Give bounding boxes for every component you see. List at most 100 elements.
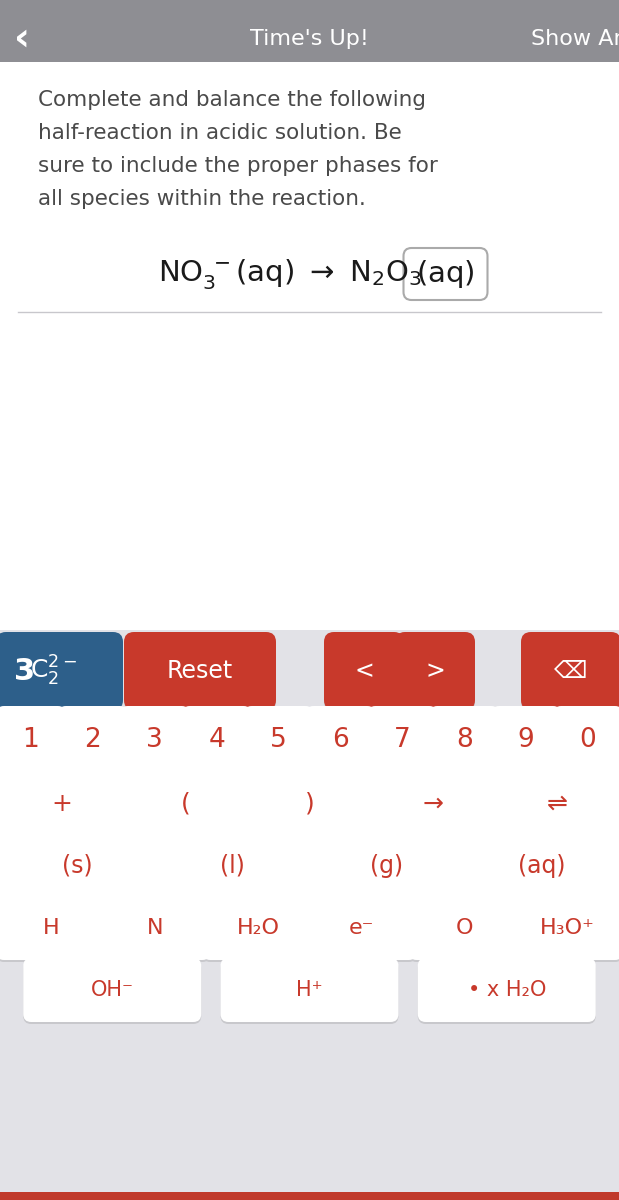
FancyBboxPatch shape xyxy=(418,958,595,1022)
FancyBboxPatch shape xyxy=(430,706,499,774)
FancyBboxPatch shape xyxy=(324,632,404,710)
Text: →: → xyxy=(423,792,444,816)
FancyBboxPatch shape xyxy=(306,898,417,962)
FancyBboxPatch shape xyxy=(182,706,251,774)
Text: 4: 4 xyxy=(208,727,225,754)
Text: $\mathregular{(aq)}$: $\mathregular{(aq)}$ xyxy=(416,258,475,290)
Text: Reset: Reset xyxy=(167,659,233,683)
FancyBboxPatch shape xyxy=(244,706,313,774)
FancyBboxPatch shape xyxy=(306,708,375,776)
FancyBboxPatch shape xyxy=(58,706,128,774)
Text: • x H₂O: • x H₂O xyxy=(467,980,546,1000)
FancyBboxPatch shape xyxy=(0,898,107,962)
FancyBboxPatch shape xyxy=(368,706,437,774)
Text: 3: 3 xyxy=(14,656,35,685)
FancyBboxPatch shape xyxy=(395,634,475,712)
Text: ⇌: ⇌ xyxy=(547,792,568,816)
FancyBboxPatch shape xyxy=(24,958,201,1022)
Text: (s): (s) xyxy=(62,854,93,878)
FancyBboxPatch shape xyxy=(0,836,158,900)
Text: O: O xyxy=(456,918,473,938)
FancyBboxPatch shape xyxy=(368,774,499,838)
FancyBboxPatch shape xyxy=(324,634,404,712)
FancyBboxPatch shape xyxy=(306,896,417,960)
FancyBboxPatch shape xyxy=(0,630,619,1200)
FancyBboxPatch shape xyxy=(120,772,251,836)
FancyBboxPatch shape xyxy=(409,896,520,960)
FancyBboxPatch shape xyxy=(182,708,251,776)
Text: (g): (g) xyxy=(370,854,404,878)
Text: (: ( xyxy=(181,792,191,816)
FancyBboxPatch shape xyxy=(418,960,595,1024)
Text: 5: 5 xyxy=(270,727,287,754)
Text: 7: 7 xyxy=(394,727,411,754)
Text: $\mathregular{C_2^{2-}}$: $\mathregular{C_2^{2-}}$ xyxy=(30,654,77,688)
Text: sure to include the proper phases for: sure to include the proper phases for xyxy=(38,156,438,176)
Text: H⁺: H⁺ xyxy=(296,980,323,1000)
Text: (l): (l) xyxy=(220,854,245,878)
Text: <: < xyxy=(354,659,374,683)
Text: 3: 3 xyxy=(146,727,163,754)
FancyBboxPatch shape xyxy=(512,898,619,962)
Text: 1: 1 xyxy=(22,727,40,754)
Text: ⌫: ⌫ xyxy=(554,659,587,683)
FancyBboxPatch shape xyxy=(220,958,399,1022)
Text: $\mathregular{NO_3^{\ -}(aq)\ \rightarrow\ N_2O_3}$: $\mathregular{NO_3^{\ -}(aq)\ \rightarro… xyxy=(158,257,422,290)
FancyBboxPatch shape xyxy=(0,632,123,710)
FancyBboxPatch shape xyxy=(491,706,561,774)
Text: >: > xyxy=(425,659,445,683)
FancyBboxPatch shape xyxy=(244,774,375,838)
FancyBboxPatch shape xyxy=(99,898,210,962)
Text: 9: 9 xyxy=(517,727,535,754)
FancyBboxPatch shape xyxy=(306,836,468,900)
FancyBboxPatch shape xyxy=(151,834,313,898)
FancyBboxPatch shape xyxy=(151,836,313,900)
FancyBboxPatch shape xyxy=(0,0,619,62)
Text: +: + xyxy=(51,792,72,816)
FancyBboxPatch shape xyxy=(0,706,66,774)
FancyBboxPatch shape xyxy=(120,708,189,776)
Text: 0: 0 xyxy=(579,727,597,754)
FancyBboxPatch shape xyxy=(124,634,276,712)
FancyBboxPatch shape xyxy=(99,896,210,960)
FancyBboxPatch shape xyxy=(461,836,619,900)
FancyBboxPatch shape xyxy=(521,634,619,712)
FancyBboxPatch shape xyxy=(0,62,619,1200)
FancyBboxPatch shape xyxy=(461,834,619,898)
FancyBboxPatch shape xyxy=(120,774,251,838)
FancyBboxPatch shape xyxy=(306,834,468,898)
Text: e⁻: e⁻ xyxy=(348,918,374,938)
FancyBboxPatch shape xyxy=(368,772,499,836)
FancyBboxPatch shape xyxy=(202,898,313,962)
FancyBboxPatch shape xyxy=(58,708,128,776)
FancyBboxPatch shape xyxy=(120,706,189,774)
FancyBboxPatch shape xyxy=(521,632,619,710)
FancyBboxPatch shape xyxy=(512,896,619,960)
FancyBboxPatch shape xyxy=(0,1192,619,1200)
Text: 2: 2 xyxy=(84,727,102,754)
FancyBboxPatch shape xyxy=(430,708,499,776)
FancyBboxPatch shape xyxy=(24,960,201,1024)
Text: half-reaction in acidic solution. Be: half-reaction in acidic solution. Be xyxy=(38,122,402,143)
Text: ‹: ‹ xyxy=(14,20,30,58)
FancyBboxPatch shape xyxy=(491,708,561,776)
FancyBboxPatch shape xyxy=(306,706,375,774)
Text: ): ) xyxy=(305,792,314,816)
FancyBboxPatch shape xyxy=(0,896,107,960)
Text: (aq): (aq) xyxy=(518,854,565,878)
FancyBboxPatch shape xyxy=(553,706,619,774)
Text: Time's Up!: Time's Up! xyxy=(250,29,369,49)
Text: all species within the reaction.: all species within the reaction. xyxy=(38,188,366,209)
FancyBboxPatch shape xyxy=(0,772,128,836)
FancyBboxPatch shape xyxy=(409,898,520,962)
FancyBboxPatch shape xyxy=(553,708,619,776)
Text: Show Answe: Show Answe xyxy=(531,29,619,49)
FancyBboxPatch shape xyxy=(0,634,123,712)
FancyBboxPatch shape xyxy=(0,774,128,838)
Text: 6: 6 xyxy=(332,727,349,754)
Text: H₂O: H₂O xyxy=(236,918,279,938)
Text: H₃O⁺: H₃O⁺ xyxy=(540,918,595,938)
FancyBboxPatch shape xyxy=(0,834,158,898)
FancyBboxPatch shape xyxy=(220,960,399,1024)
Text: Complete and balance the following: Complete and balance the following xyxy=(38,90,426,110)
